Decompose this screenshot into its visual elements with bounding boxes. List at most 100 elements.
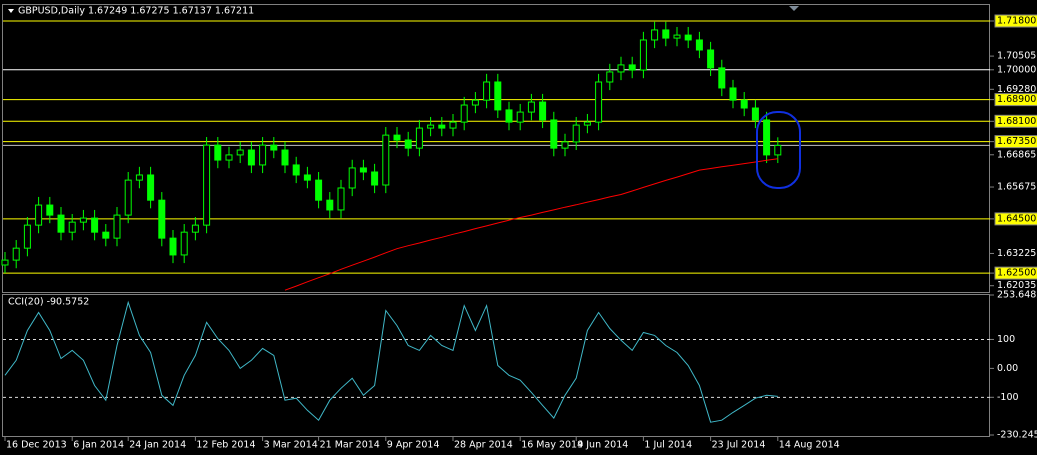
candle-body: [102, 231, 110, 239]
x-tick-label: 16 May 2014: [521, 440, 583, 451]
candle-body: [583, 121, 591, 126]
y-tick-label: 1.69280: [997, 84, 1036, 95]
candle-body: [617, 64, 625, 73]
highlight-annotation: [756, 111, 801, 189]
price-panel-frame: [2, 4, 990, 293]
candle-body: [639, 39, 647, 71]
x-tick-label: 3 Mar 2014: [264, 440, 318, 451]
candle-body: [505, 109, 513, 123]
candle-body: [35, 204, 43, 226]
candle-body: [371, 171, 379, 186]
candle-body: [337, 187, 345, 211]
menu-arrow[interactable]: [8, 9, 14, 13]
y-tick-label: 253.6482: [997, 290, 1037, 301]
candle-body: [359, 167, 367, 173]
candle-body: [595, 81, 603, 123]
y-tick-label: -230.2458: [997, 430, 1037, 441]
candle-body: [427, 124, 435, 129]
x-tick-label: 28 Apr 2014: [454, 440, 513, 451]
candle-body: [718, 67, 726, 89]
candle-body: [225, 154, 233, 161]
y-tick-highlight: [994, 266, 1037, 280]
y-tick-label: 1.70000: [997, 64, 1036, 75]
x-tick-label: 23 Jul 2014: [712, 440, 766, 451]
x-tick-label: 21 Mar 2014: [320, 440, 380, 451]
candle-body: [214, 144, 222, 161]
candle-body: [516, 111, 524, 123]
cci-title: CCI(20) -90.5752: [8, 297, 89, 308]
candle-body: [606, 71, 614, 83]
candle-body: [281, 149, 289, 166]
x-tick-label: 16 Dec 2013: [6, 440, 67, 451]
x-tick-label: 9 Jun 2014: [577, 440, 628, 451]
x-tick-label: 9 Apr 2014: [387, 440, 440, 451]
y-tick-highlight: [994, 93, 1037, 107]
candle-body: [247, 149, 255, 166]
candle-body: [57, 214, 65, 233]
candle-body: [651, 29, 659, 41]
candle-body: [1, 259, 9, 266]
candle-body: [438, 124, 446, 129]
y-tick-label: 0.00: [997, 363, 1018, 374]
candle-body: [169, 237, 177, 256]
y-tick-label: 1.62035: [997, 280, 1036, 291]
candle-body: [494, 81, 502, 111]
candle-body: [539, 101, 547, 121]
candle-body: [23, 224, 31, 249]
y-tick-highlight: [994, 114, 1037, 128]
candle-body: [315, 179, 323, 201]
candle-body: [12, 247, 20, 261]
candle-body: [483, 81, 491, 101]
candle-body: [695, 39, 703, 51]
candle-body: [270, 144, 278, 151]
candle-body: [124, 179, 132, 216]
candle-body: [662, 29, 670, 39]
candle-body: [628, 64, 636, 71]
shift-marker: [789, 6, 799, 11]
candle-body: [203, 144, 211, 226]
y-tick-label: 100: [997, 334, 1015, 345]
y-tick-highlight: [994, 212, 1037, 226]
candle-body: [191, 224, 199, 233]
candle-body: [415, 127, 423, 149]
candle-body: [135, 174, 143, 181]
candle-body: [740, 99, 748, 109]
candle-body: [449, 121, 457, 129]
candle-body: [348, 167, 356, 189]
candle-body: [527, 101, 535, 113]
y-tick-highlight: [994, 135, 1037, 149]
cci-panel-frame: [2, 294, 990, 437]
x-tick-label: 6 Jan 2014: [73, 440, 124, 451]
series-line: [4, 300, 778, 423]
y-tick-label: -100: [997, 392, 1019, 403]
candle-body: [259, 144, 267, 166]
candle-body: [68, 221, 76, 233]
y-tick-label: 1.71800: [997, 15, 1036, 26]
candle-body: [303, 174, 311, 181]
candle-body: [774, 144, 782, 156]
y-tick-label: 1.68100: [997, 116, 1036, 127]
y-tick-label: 1.68900: [997, 94, 1036, 105]
candle-body: [393, 134, 401, 141]
y-tick-label: 1.64500: [997, 213, 1036, 224]
candle-body: [158, 199, 166, 239]
y-tick-label: 1.66865: [997, 149, 1036, 160]
candle-body: [673, 34, 681, 39]
candle-body: [147, 174, 155, 201]
candle-body: [236, 149, 244, 156]
x-tick-label: 14 Aug 2014: [779, 440, 840, 451]
candle-body: [91, 217, 99, 233]
y-tick-label: 1.63225: [997, 248, 1036, 259]
candle-body: [326, 199, 334, 211]
candle-body: [113, 214, 121, 239]
x-tick-label: 24 Jan 2014: [129, 440, 186, 451]
candle-body: [292, 164, 300, 176]
candle-body: [763, 119, 771, 156]
candle-body: [471, 99, 479, 106]
candle-body: [180, 231, 188, 256]
y-tick-label: 1.65675: [997, 182, 1036, 193]
candle-body: [79, 217, 87, 223]
series-line: [284, 158, 778, 291]
candle-body: [707, 49, 715, 69]
